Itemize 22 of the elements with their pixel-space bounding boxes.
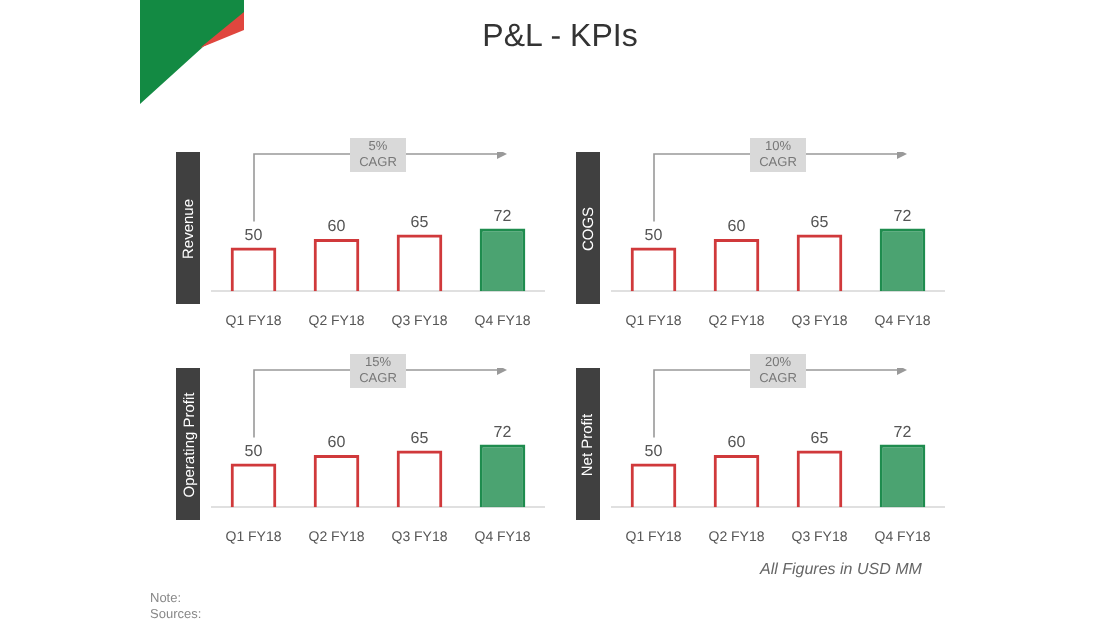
bar (879, 228, 926, 292)
data-label: 50 (244, 226, 264, 245)
text: P&L - KPIs (480, 20, 640, 56)
data-label: 50 (644, 226, 664, 245)
data-label: 65 (810, 428, 830, 447)
bar (479, 444, 526, 508)
data-label: 72 (493, 206, 513, 225)
data-label: 60 (327, 433, 347, 452)
data-label: 72 (493, 422, 513, 441)
bar (479, 228, 526, 292)
data-label: 60 (727, 217, 747, 236)
data-label: 72 (893, 422, 913, 441)
text: All Figures in USD MM (760, 560, 922, 578)
data-label: 50 (244, 442, 264, 461)
data-label: 60 (727, 433, 747, 452)
bar (879, 444, 926, 508)
data-label: 60 (327, 217, 347, 236)
data-label: 65 (410, 428, 430, 447)
data-label: 72 (893, 206, 913, 225)
data-label: 50 (644, 442, 664, 461)
data-label: 65 (810, 212, 830, 231)
data-label: 65 (410, 212, 430, 231)
